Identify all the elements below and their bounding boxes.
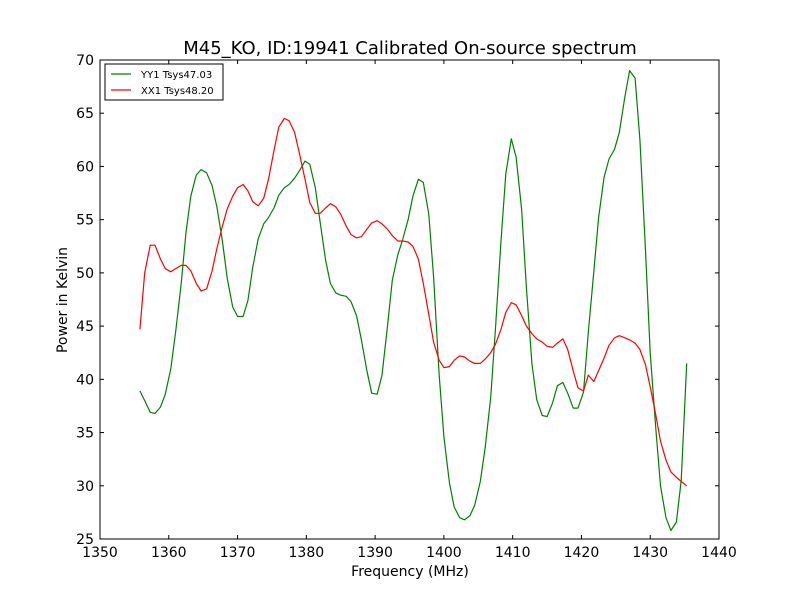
plot-frame xyxy=(99,59,720,540)
y-tick-label: 45 xyxy=(76,319,94,335)
legend-box xyxy=(104,63,224,101)
y-tick-label: 70 xyxy=(76,53,94,69)
y-tick-label: 25 xyxy=(76,532,94,548)
y-tick-label: 30 xyxy=(76,479,94,495)
y-tick-label: 50 xyxy=(76,266,94,282)
chart-title: M45_KO, ID:19941 Calibrated On-source sp… xyxy=(183,38,637,59)
series-line-0 xyxy=(139,70,688,532)
x-tick-label: 1390 xyxy=(357,545,393,561)
series-group xyxy=(139,70,688,532)
axis-ticks: 1350 1360 1370 1380 1390 1400 1410 1420 1430 1440… xyxy=(76,53,737,561)
y-tick-label: 60 xyxy=(76,159,94,175)
y-axis-label: Power in Kelvin xyxy=(55,247,71,353)
x-tick-label: 1400 xyxy=(426,545,462,561)
series-line-1 xyxy=(139,117,688,487)
x-tick-label: 1420 xyxy=(564,545,600,561)
y-tick-label: 35 xyxy=(76,426,94,442)
y-tick-label: 55 xyxy=(76,213,94,229)
x-tick-label: 1350 xyxy=(82,545,118,561)
x-tick-label: 1410 xyxy=(495,545,531,561)
y-tick-label: 65 xyxy=(76,106,94,122)
x-tick-label: 1370 xyxy=(220,545,256,561)
x-axis-label: Frequency (MHz) xyxy=(351,564,469,580)
x-tick-label: 1430 xyxy=(632,545,668,561)
x-tick-label: 1360 xyxy=(151,545,187,561)
y-tick-label: 40 xyxy=(76,372,94,388)
plot-area xyxy=(100,60,719,539)
legend: YY1 Tsys47.03 XX1 Tsys48.20 xyxy=(104,63,224,101)
x-tick-label: 1440 xyxy=(701,545,737,561)
legend-label-1: XX1 Tsys48.20 xyxy=(141,86,214,97)
legend-label-0: YY1 Tsys47.03 xyxy=(140,70,212,81)
x-tick-label: 1380 xyxy=(289,545,325,561)
